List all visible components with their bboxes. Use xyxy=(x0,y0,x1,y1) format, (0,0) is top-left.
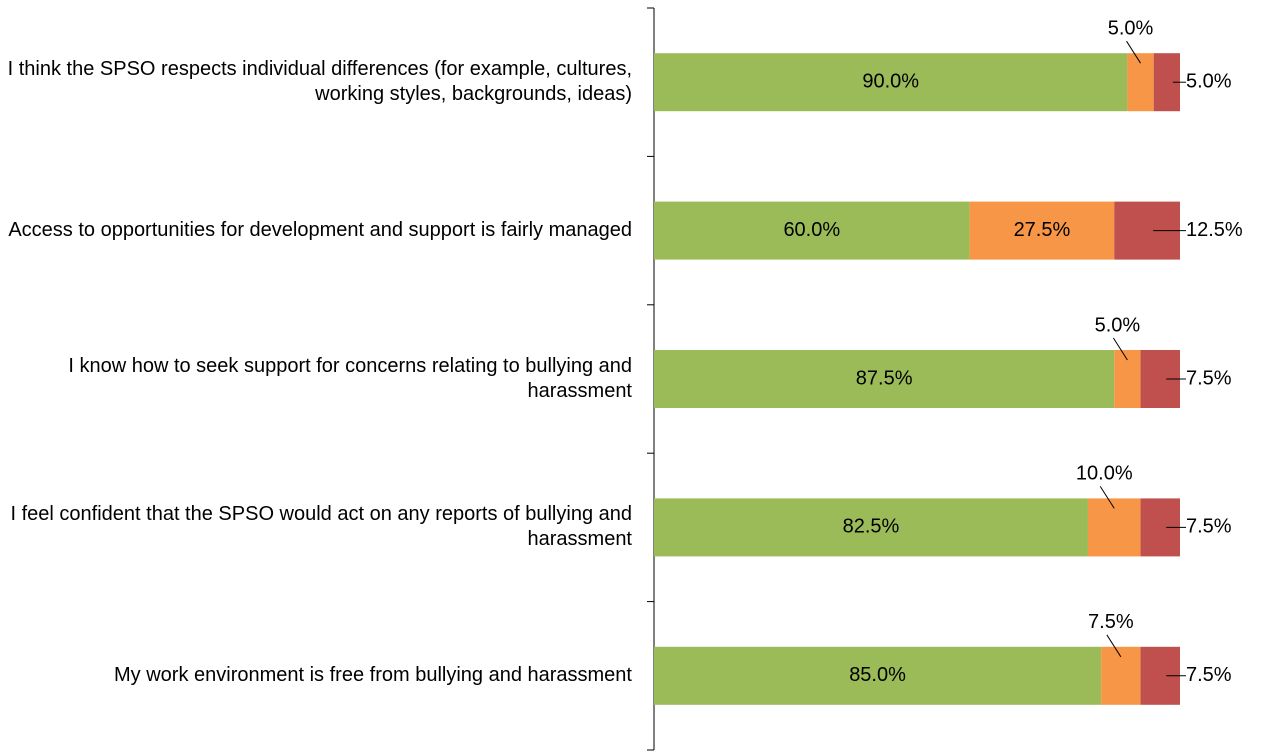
data-label: 60.0% xyxy=(783,219,840,241)
category-label: I know how to seek support for concerns … xyxy=(0,309,632,449)
data-label: 5.0% xyxy=(1108,17,1154,39)
data-label: 10.0% xyxy=(1076,463,1133,485)
bar-segment xyxy=(654,201,970,260)
data-label: 27.5% xyxy=(1014,219,1071,241)
bar-segment xyxy=(1114,350,1141,408)
data-label: 85.0% xyxy=(849,664,906,686)
data-label: 82.5% xyxy=(843,516,900,538)
data-label: 7.5% xyxy=(1186,664,1232,686)
data-label: 7.5% xyxy=(1186,367,1232,389)
bar-segment xyxy=(1087,498,1141,557)
category-text: I think the SPSO respects individual dif… xyxy=(7,58,632,106)
category-text: I know how to seek support for concerns … xyxy=(68,355,632,402)
category-text: Access to opportunities for development … xyxy=(8,219,632,242)
category-text: My work environment is free from bullyin… xyxy=(114,664,632,687)
data-label: 5.0% xyxy=(1186,70,1232,92)
category-text: I feel confident that the SPSO would act… xyxy=(10,503,633,551)
bar-segment xyxy=(969,201,1115,260)
bar-segment xyxy=(654,646,1102,705)
category-label: I feel confident that the SPSO would act… xyxy=(0,457,633,597)
data-label: 90.0% xyxy=(862,70,919,92)
data-label: 5.0% xyxy=(1095,314,1141,336)
category-label: My work environment is free from bullyin… xyxy=(0,606,632,746)
leader-line xyxy=(1099,486,1115,509)
bar-segment xyxy=(654,53,1128,112)
data-label: 87.5% xyxy=(856,367,913,389)
category-label: I think the SPSO respects individual dif… xyxy=(0,12,632,152)
leader-line xyxy=(1126,40,1141,64)
bar-segment xyxy=(654,498,1088,557)
data-label: 12.5% xyxy=(1186,219,1243,241)
bar-segment xyxy=(1101,646,1141,705)
bar-segment xyxy=(1127,53,1154,112)
category-label: Access to opportunities for development … xyxy=(0,161,632,301)
data-label: 7.5% xyxy=(1186,516,1232,538)
leader-line xyxy=(1106,634,1122,658)
leader-line xyxy=(1112,337,1128,361)
data-label: 7.5% xyxy=(1088,611,1134,633)
bar-segment xyxy=(654,350,1115,408)
